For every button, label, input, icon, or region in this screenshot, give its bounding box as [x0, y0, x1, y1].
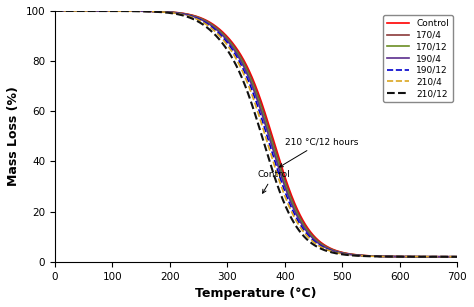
170/12 — [237, 55, 243, 59]
190/12 — [443, 255, 448, 258]
210/12 — [443, 255, 448, 258]
210/4 — [369, 255, 374, 258]
210/4 — [237, 64, 243, 68]
170/4 — [369, 254, 374, 258]
170/12 — [248, 77, 254, 81]
210/4 — [73, 9, 78, 13]
Line: 210/12: 210/12 — [55, 11, 457, 257]
170/4 — [248, 75, 254, 78]
170/4 — [455, 255, 460, 258]
Text: Control: Control — [257, 170, 290, 193]
190/12 — [455, 255, 460, 258]
Control — [455, 255, 460, 258]
Line: 190/12: 190/12 — [55, 11, 457, 257]
Line: 170/4: 170/4 — [55, 11, 457, 257]
170/4 — [52, 9, 58, 13]
210/12 — [73, 9, 78, 13]
170/12 — [443, 255, 448, 258]
170/12 — [443, 255, 448, 258]
Control — [237, 52, 243, 55]
190/4 — [369, 254, 374, 258]
210/12 — [237, 71, 243, 75]
190/12 — [73, 9, 78, 13]
Control — [248, 72, 254, 76]
170/12 — [455, 255, 460, 258]
190/12 — [369, 254, 374, 258]
210/12 — [443, 255, 448, 258]
210/12 — [455, 255, 460, 258]
170/12 — [52, 9, 58, 13]
190/12 — [52, 9, 58, 13]
190/4 — [443, 255, 448, 258]
210/12 — [248, 99, 254, 102]
210/4 — [443, 255, 448, 258]
210/4 — [248, 89, 254, 93]
Line: Control: Control — [55, 11, 457, 257]
Control — [52, 9, 58, 13]
X-axis label: Temperature (°C): Temperature (°C) — [195, 287, 317, 300]
Y-axis label: Mass Loss (%): Mass Loss (%) — [7, 87, 20, 186]
190/4 — [52, 9, 58, 13]
Line: 210/4: 210/4 — [55, 11, 457, 257]
170/4 — [443, 255, 448, 258]
Line: 190/4: 190/4 — [55, 11, 457, 257]
190/4 — [73, 9, 78, 13]
Control — [73, 9, 78, 13]
Control — [443, 255, 448, 258]
190/4 — [237, 57, 243, 61]
190/4 — [248, 80, 254, 84]
Control — [443, 255, 448, 258]
190/4 — [443, 255, 448, 258]
170/12 — [369, 254, 374, 258]
Text: 210 °C/12 hours: 210 °C/12 hours — [280, 138, 358, 167]
Line: 170/12: 170/12 — [55, 11, 457, 257]
210/12 — [369, 255, 374, 258]
170/12 — [73, 9, 78, 13]
210/4 — [443, 255, 448, 258]
210/12 — [52, 9, 58, 13]
190/12 — [248, 84, 254, 88]
190/4 — [455, 255, 460, 258]
210/4 — [52, 9, 58, 13]
190/12 — [237, 60, 243, 64]
Control — [369, 254, 374, 258]
Legend: Control, 170/4, 170/12, 190/4, 190/12, 210/4, 210/12: Control, 170/4, 170/12, 190/4, 190/12, 2… — [383, 15, 453, 102]
190/12 — [443, 255, 448, 258]
170/4 — [73, 9, 78, 13]
170/4 — [237, 53, 243, 57]
170/4 — [443, 255, 448, 258]
210/4 — [455, 255, 460, 258]
